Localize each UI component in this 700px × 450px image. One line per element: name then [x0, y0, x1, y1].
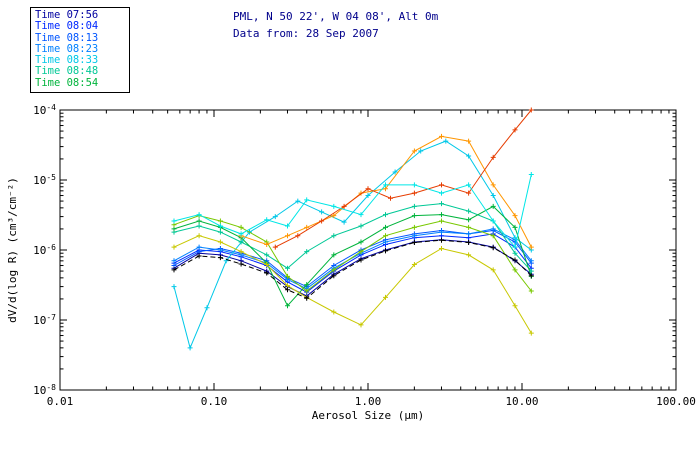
series-markers	[171, 138, 534, 351]
series-line	[173, 229, 532, 288]
legend: Time 07:56 Time 08:04 Time 08:13 Time 08:23…	[30, 7, 130, 94]
series-line	[173, 174, 532, 249]
series-markers	[171, 237, 534, 301]
x-tick-label: 100.00	[656, 395, 696, 408]
chart-title: PML, N 50 22', W 04 08', Alt 0m	[233, 10, 439, 23]
series-markers	[171, 201, 534, 274]
x-tick-label: 0.01	[47, 395, 74, 408]
series-line	[173, 233, 532, 293]
series-line	[173, 235, 532, 334]
legend-item: Time 08:48	[35, 65, 99, 78]
series-line	[173, 205, 532, 307]
chart-subtitle: Data from: 28 Sep 2007	[233, 27, 379, 40]
series-line	[173, 203, 532, 272]
x-axis-label: Aerosol Size (μm)	[312, 409, 425, 422]
y-axis-label: dV/d(log R) (cm³/cm⁻²)	[6, 177, 19, 323]
legend-item: Time 08:04	[35, 20, 99, 33]
x-tick-label: 10.00	[505, 395, 538, 408]
y-tick-label: 10-8	[33, 383, 56, 397]
series-markers	[171, 233, 534, 336]
y-tick-label: 10-7	[33, 313, 56, 327]
y-tick-label: 10-5	[33, 173, 56, 187]
legend-item: Time 08:33	[35, 54, 99, 67]
x-tick-label: 1.00	[355, 395, 382, 408]
series-markers	[272, 107, 534, 250]
legend-item: Time 08:23	[35, 42, 99, 55]
legend-item: Time 08:13	[35, 31, 99, 44]
legend-item: Time 08:54	[35, 76, 99, 89]
series-markers	[171, 172, 534, 250]
series-line	[173, 239, 532, 299]
series-line	[173, 140, 532, 350]
y-tick-label: 10-6	[33, 243, 56, 257]
series-markers	[238, 133, 534, 250]
series-line	[275, 109, 532, 248]
x-tick-label: 0.10	[201, 395, 228, 408]
chart-header: PML, N 50 22', W 04 08', Alt 0m Data fro…	[233, 8, 438, 42]
y-tick-label: 10-4	[33, 103, 56, 117]
series-line	[173, 215, 532, 292]
legend-item: Time 07:56	[35, 9, 99, 21]
series-line	[173, 239, 532, 297]
